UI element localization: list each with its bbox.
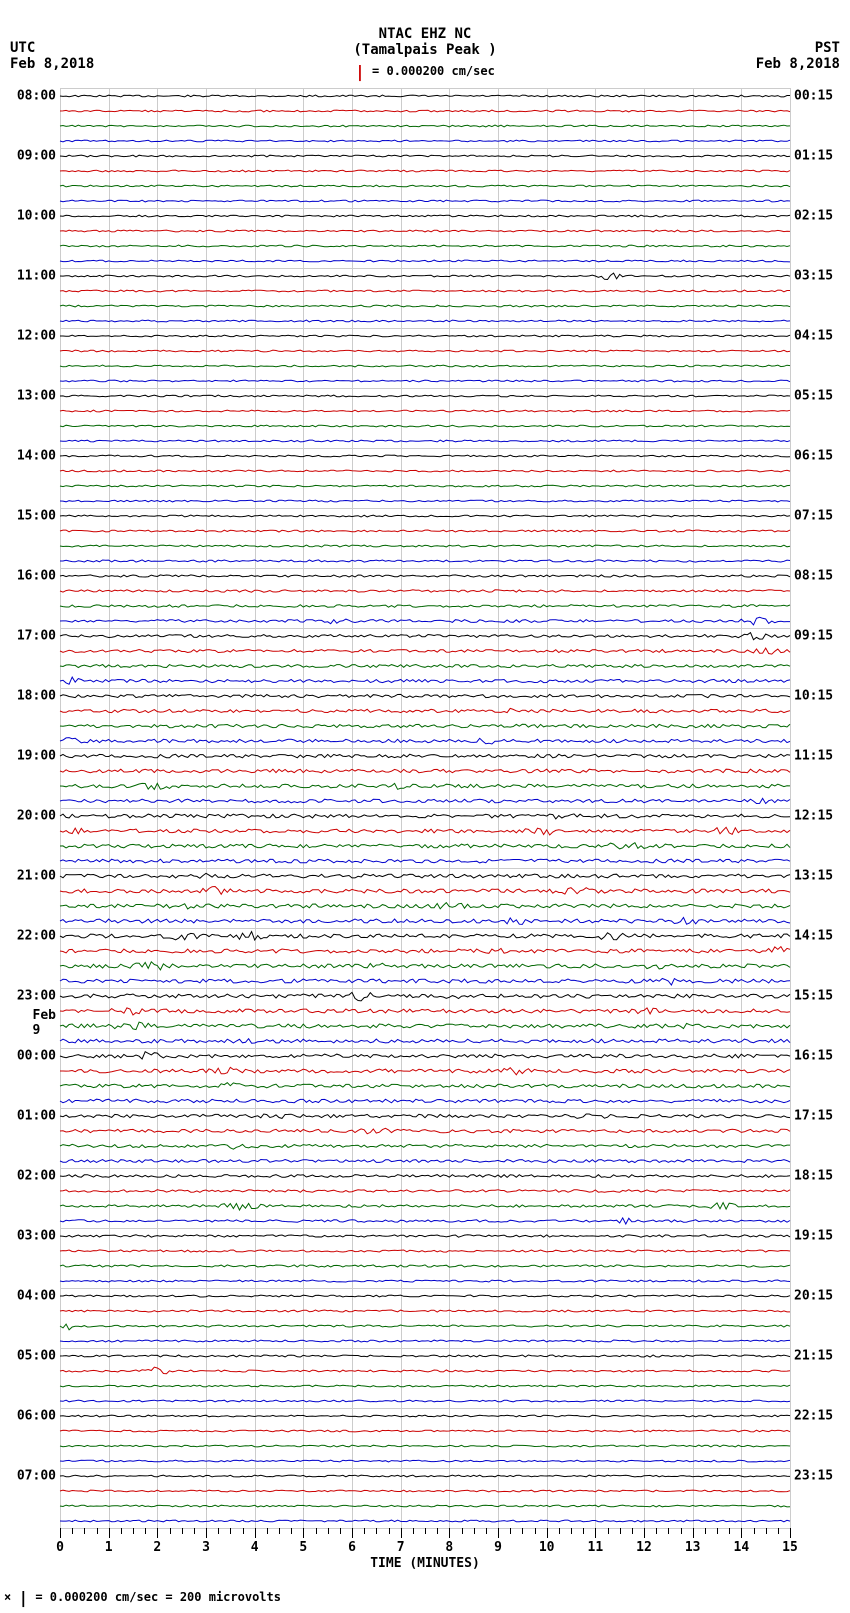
trace <box>60 1491 790 1551</box>
xtick-label: 6 <box>348 1540 356 1555</box>
footer-prefix: × <box>4 1590 11 1604</box>
pst-label: 06:15 <box>794 448 833 463</box>
xtick-label: 10 <box>539 1540 555 1555</box>
pst-label: 02:15 <box>794 208 833 223</box>
xtick-label: 13 <box>685 1540 701 1555</box>
footer-text: = 0.000200 cm/sec = 200 microvolts <box>35 1590 281 1604</box>
xtick-label: 5 <box>299 1540 307 1555</box>
pst-label: 22:15 <box>794 1408 833 1423</box>
xtick-label: 9 <box>494 1540 502 1555</box>
pst-label: 08:15 <box>794 568 833 583</box>
utc-label: 14:00 <box>17 448 56 463</box>
station-title: NTAC EHZ NC <box>0 26 850 42</box>
utc-label: 20:00 <box>17 808 56 823</box>
xtick-label: 0 <box>56 1540 64 1555</box>
footer-scale: × | = 0.000200 cm/sec = 200 microvolts <box>4 1588 281 1607</box>
xtick-label: 7 <box>397 1540 405 1555</box>
pst-label: 20:15 <box>794 1288 833 1303</box>
pst-label: 21:15 <box>794 1348 833 1363</box>
seismogram-container: NTAC EHZ NC (Tamalpais Peak ) | = 0.0002… <box>0 0 850 1613</box>
xtick-label: 8 <box>445 1540 453 1555</box>
footer-symbol: | <box>18 1588 28 1607</box>
location-title: (Tamalpais Peak ) <box>0 42 850 58</box>
utc-label: 10:00 <box>17 208 56 223</box>
pst-label: 16:15 <box>794 1048 833 1063</box>
xtick-label: 11 <box>588 1540 604 1555</box>
utc-day-label: Feb 9 <box>33 1008 56 1038</box>
utc-label: 11:00 <box>17 268 56 283</box>
pst-label: 05:15 <box>794 388 833 403</box>
pst-label: 12:15 <box>794 808 833 823</box>
timezone-left: UTC <box>10 40 35 56</box>
utc-label: 21:00 <box>17 868 56 883</box>
utc-label: 19:00 <box>17 748 56 763</box>
xtick-label: 1 <box>105 1540 113 1555</box>
pst-label: 01:15 <box>794 148 833 163</box>
utc-label: 23:00 <box>17 988 56 1003</box>
utc-label: 13:00 <box>17 388 56 403</box>
utc-label: 07:00 <box>17 1468 56 1483</box>
pst-label: 04:15 <box>794 328 833 343</box>
utc-label: 01:00 <box>17 1108 56 1123</box>
pst-label: 23:15 <box>794 1468 833 1483</box>
utc-label: 22:00 <box>17 928 56 943</box>
utc-label: 05:00 <box>17 1348 56 1363</box>
utc-label: 17:00 <box>17 628 56 643</box>
xaxis-title: TIME (MINUTES) <box>370 1556 480 1571</box>
xtick-label: 3 <box>202 1540 210 1555</box>
pst-label: 03:15 <box>794 268 833 283</box>
utc-label: 12:00 <box>17 328 56 343</box>
xtick-label: 14 <box>734 1540 750 1555</box>
utc-label: 06:00 <box>17 1408 56 1423</box>
pst-label: 13:15 <box>794 868 833 883</box>
pst-label: 09:15 <box>794 628 833 643</box>
utc-label: 04:00 <box>17 1288 56 1303</box>
xtick-label: 2 <box>153 1540 161 1555</box>
pst-label: 15:15 <box>794 988 833 1003</box>
utc-label: 15:00 <box>17 508 56 523</box>
pst-label: 07:15 <box>794 508 833 523</box>
xtick-label: 4 <box>251 1540 259 1555</box>
xtick-label: 12 <box>636 1540 652 1555</box>
pst-label: 10:15 <box>794 688 833 703</box>
timezone-right: PST <box>815 40 840 56</box>
pst-label: 18:15 <box>794 1168 833 1183</box>
pst-label: 17:15 <box>794 1108 833 1123</box>
pst-label: 19:15 <box>794 1228 833 1243</box>
utc-label: 09:00 <box>17 148 56 163</box>
plot-area: 08:0009:0010:0011:0012:0013:0014:0015:00… <box>60 88 790 1528</box>
pst-label: 14:15 <box>794 928 833 943</box>
utc-label: 00:00 <box>17 1048 56 1063</box>
utc-label: 16:00 <box>17 568 56 583</box>
xtick-label: 15 <box>782 1540 798 1555</box>
utc-label: 02:00 <box>17 1168 56 1183</box>
utc-label: 03:00 <box>17 1228 56 1243</box>
utc-label: 08:00 <box>17 88 56 103</box>
pst-label: 11:15 <box>794 748 833 763</box>
pst-label: 00:15 <box>794 88 833 103</box>
utc-label: 18:00 <box>17 688 56 703</box>
